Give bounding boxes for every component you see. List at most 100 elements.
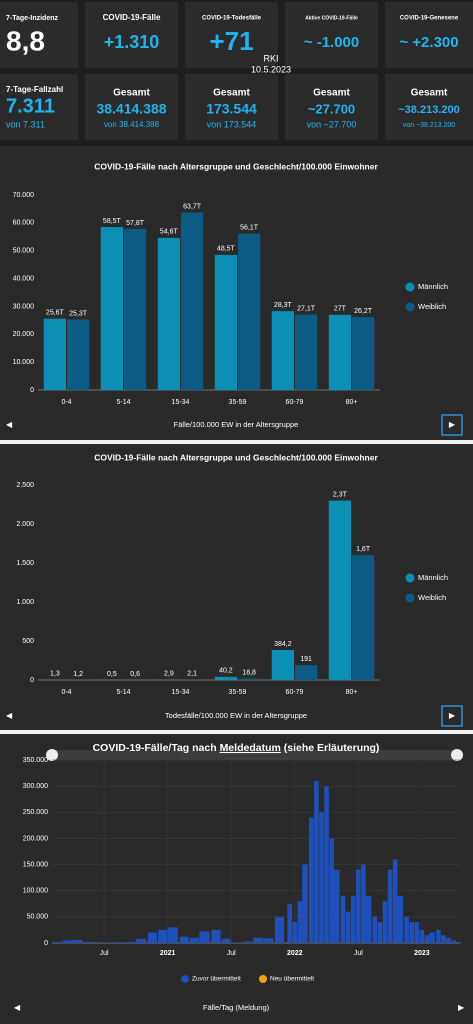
card-sub: von 38.414.388 [104,120,160,129]
bar [72,939,83,943]
bar [167,927,178,943]
card-value: +71 [209,26,253,56]
bar [387,869,393,943]
y-tick-label: 250.000 [23,809,48,816]
data-label: 18,8 [242,669,256,676]
card [285,2,378,68]
card-sub: von ~38.213.200 [403,122,455,129]
slider-handle[interactable] [46,749,58,761]
card-sub: von 173.544 [207,119,257,129]
bar [419,929,425,943]
card [385,2,473,68]
bar [181,212,204,390]
bar [404,916,409,943]
data-label: 58,5T [103,218,122,225]
bar [179,936,189,943]
y-tick-label: 500 [22,638,34,645]
bar [43,318,66,390]
bar [297,901,303,943]
bar [124,228,147,390]
slider-handle[interactable] [451,749,463,761]
data-label: 2,1 [187,671,197,678]
data-label: 40,2 [219,668,233,675]
card [85,2,178,68]
card-sub: von 7.311 [6,119,45,129]
bar [231,942,242,943]
legend-marker [405,573,415,583]
bar [67,319,90,390]
data-label: 27,1T [297,305,316,312]
bar [409,922,414,943]
x-tick-label: 15-34 [172,689,190,696]
bar [436,929,441,943]
x-tick-label: 2021 [160,950,176,957]
card-value: ~ +2.300 [399,34,458,51]
legend-label: Weiblich [418,302,446,311]
nav-right-icon[interactable]: ▶ [449,711,456,720]
bar [84,941,94,943]
x-tick-label: 2023 [414,950,430,957]
bar [126,941,136,943]
bar [292,922,298,943]
nav-left[interactable]: ◀ [6,420,13,429]
bar [100,227,123,390]
nav-left[interactable]: ◀ [6,711,13,720]
bar [158,929,168,943]
y-tick-label: 350.000 [23,757,48,764]
bar [135,938,147,943]
title-part: COVID-19-Fälle/Tag nach [93,742,220,754]
bar [340,895,346,943]
bar [214,254,237,390]
card-value: 38.414.388 [96,101,166,117]
data-label: 384,2 [274,641,292,648]
bar [372,916,378,943]
bar [333,869,340,943]
card-label: COVID-19-Genesene [400,16,459,22]
nav-right-icon[interactable]: ▶ [449,420,456,429]
data-label: 0,5 [107,671,117,678]
nav-right[interactable] [441,705,463,727]
bar [414,922,420,943]
x-tick-label: 35-59 [229,399,247,406]
y-tick-label: 1.000 [16,599,34,606]
legend-marker [259,975,267,983]
range-slider[interactable] [52,750,460,760]
bar [253,937,263,943]
bar [397,895,404,943]
data-label: 54,6T [160,229,179,236]
data-label: 28,3T [274,302,293,309]
nav-right[interactable]: ▶ [458,1003,465,1012]
x-tick-label: 0-4 [61,399,71,406]
x-tick-label: 80+ [346,689,358,696]
separator [0,730,473,734]
card-label: 7-Tage-Inzidenz [6,15,58,22]
y-tick-label: 100.000 [23,888,48,895]
y-tick-label: 200.000 [23,835,48,842]
bar [328,314,351,390]
nav-left[interactable]: ◀ [14,1003,21,1012]
bar [365,895,372,943]
data-label: 48,5T [217,246,236,253]
bar [52,941,62,943]
y-tick-label: 2.500 [16,482,34,489]
card-label: 7-Tage-Fallzahl [6,85,63,94]
bar [309,817,314,943]
bar [199,931,210,943]
bar [314,780,319,943]
legend-marker [181,975,189,983]
title-part: (siehe Erläuterung) [281,742,380,754]
bar [295,665,318,680]
card-label: Gesamt [411,88,448,99]
y-tick-label: 0 [30,387,34,394]
bar [328,500,351,680]
data-label: 1,6T [356,546,371,553]
card [185,74,278,140]
y-tick-label: 50.000 [27,914,49,921]
bar [350,895,356,943]
nav-right[interactable] [441,414,463,436]
bar [319,812,324,943]
legend-label: Weiblich [418,593,446,602]
data-label: 56,1T [240,225,259,232]
y-tick-label: 10.000 [13,359,35,366]
bar [356,869,361,943]
